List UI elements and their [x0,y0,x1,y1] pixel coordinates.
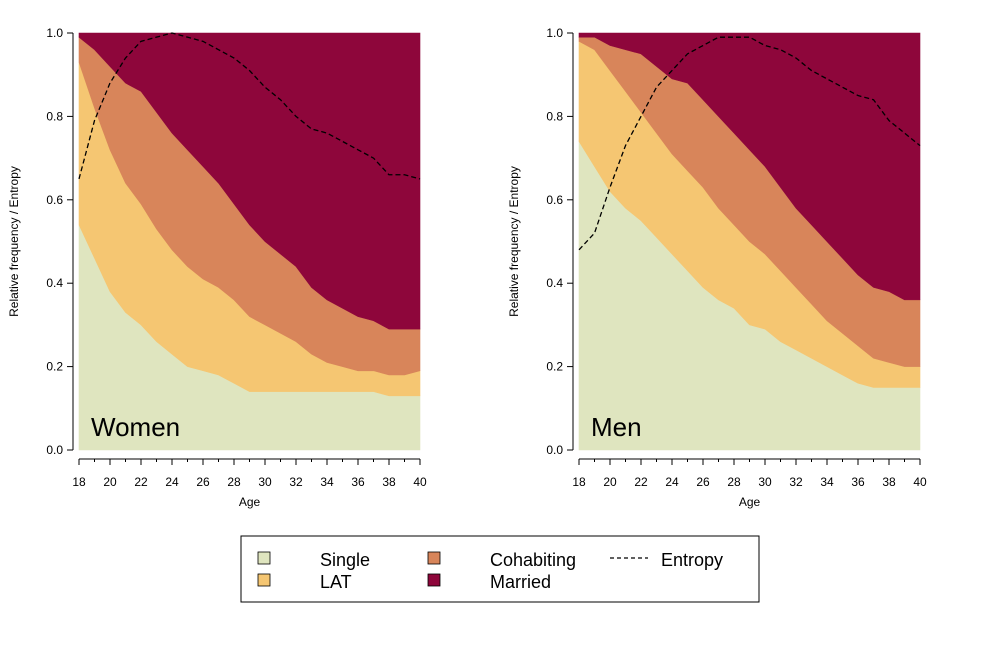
men-entropy-line [578,36,921,251]
women-x-tick-label: 32 [289,475,303,489]
women-x-tick-label: 38 [382,475,396,489]
legend-swatch-single [257,551,271,565]
women-entropy-line [78,32,421,180]
legend-label-cohabiting: Cohabiting [490,550,576,570]
women-y-tick-label: 0.8 [46,109,63,123]
women-x-tick-label: 40 [413,475,427,489]
women-y-tick-label: 0.6 [46,193,63,207]
men-x-tick-label: 22 [634,475,648,489]
legend-label-single: Single [320,550,370,570]
men-x-tick-label: 28 [727,475,741,489]
men-area-married [578,32,921,301]
men-y-tick-label: 0.4 [546,276,563,290]
women-y-tick-label: 0.4 [46,276,63,290]
legend-label-married: Married [490,572,551,592]
women-x-axis-title: Age [239,495,261,509]
men-y-tick-label: 0.2 [546,360,563,374]
men-y-tick-label: 0.8 [546,109,563,123]
men-x-tick-label: 30 [758,475,772,489]
women-x-tick-label: 18 [72,475,86,489]
women-x-tick-label: 26 [196,475,210,489]
women-x-tick-label: 22 [134,475,148,489]
women-x-tick-label: 36 [351,475,365,489]
men-x-tick-label: 34 [820,475,834,489]
legend-swatch-married [427,573,441,587]
men-y-tick-label: 0.0 [546,443,563,457]
women-x-tick-label: 28 [227,475,241,489]
legend-label-lat: LAT [320,572,352,592]
men-x-tick-label: 40 [913,475,927,489]
men-y-tick-label: 1.0 [546,26,563,40]
men-x-tick-label: 36 [851,475,865,489]
men-x-tick-label: 20 [603,475,617,489]
women-y-tick-label: 0.0 [46,443,63,457]
women-x-tick-label: 24 [165,475,179,489]
women-x-tick-label: 34 [320,475,334,489]
panel-men: 0.0 0.2 0.4 0.6 0.8 1.0 18 20 22 24 26 28 30 32 34 36 38… [507,26,927,509]
men-x-tick-label: 24 [665,475,679,489]
legend-label-entropy: Entropy [661,550,723,570]
legend-swatch-lat [257,573,271,587]
men-x-axis-title: Age [739,495,761,509]
women-panel-label: Women [91,412,180,442]
legend-swatch-cohabiting [427,551,441,565]
legend: Single LAT Cohabiting Married Entropy [240,535,760,603]
women-y-tick-label: 0.2 [46,360,63,374]
panel-women: 0.0 0.2 0.4 0.6 0.8 1.0 18 20 22 24 26 28 30 32 34 36 38… [7,26,427,509]
women-x-tick-label: 30 [258,475,272,489]
men-x-tick-label: 26 [696,475,710,489]
men-y-axis-title: Relative frequency / Entropy [507,166,521,317]
women-y-tick-label: 1.0 [46,26,63,40]
men-x-tick-label: 32 [789,475,803,489]
women-x-tick-label: 20 [103,475,117,489]
women-y-axis-title: Relative frequency / Entropy [7,166,21,317]
women-area-married [78,32,421,330]
men-x-tick-label: 38 [882,475,896,489]
men-x-tick-label: 18 [572,475,586,489]
legend-box [240,535,760,603]
men-y-tick-label: 0.6 [546,193,563,207]
men-panel-label: Men [591,412,642,442]
